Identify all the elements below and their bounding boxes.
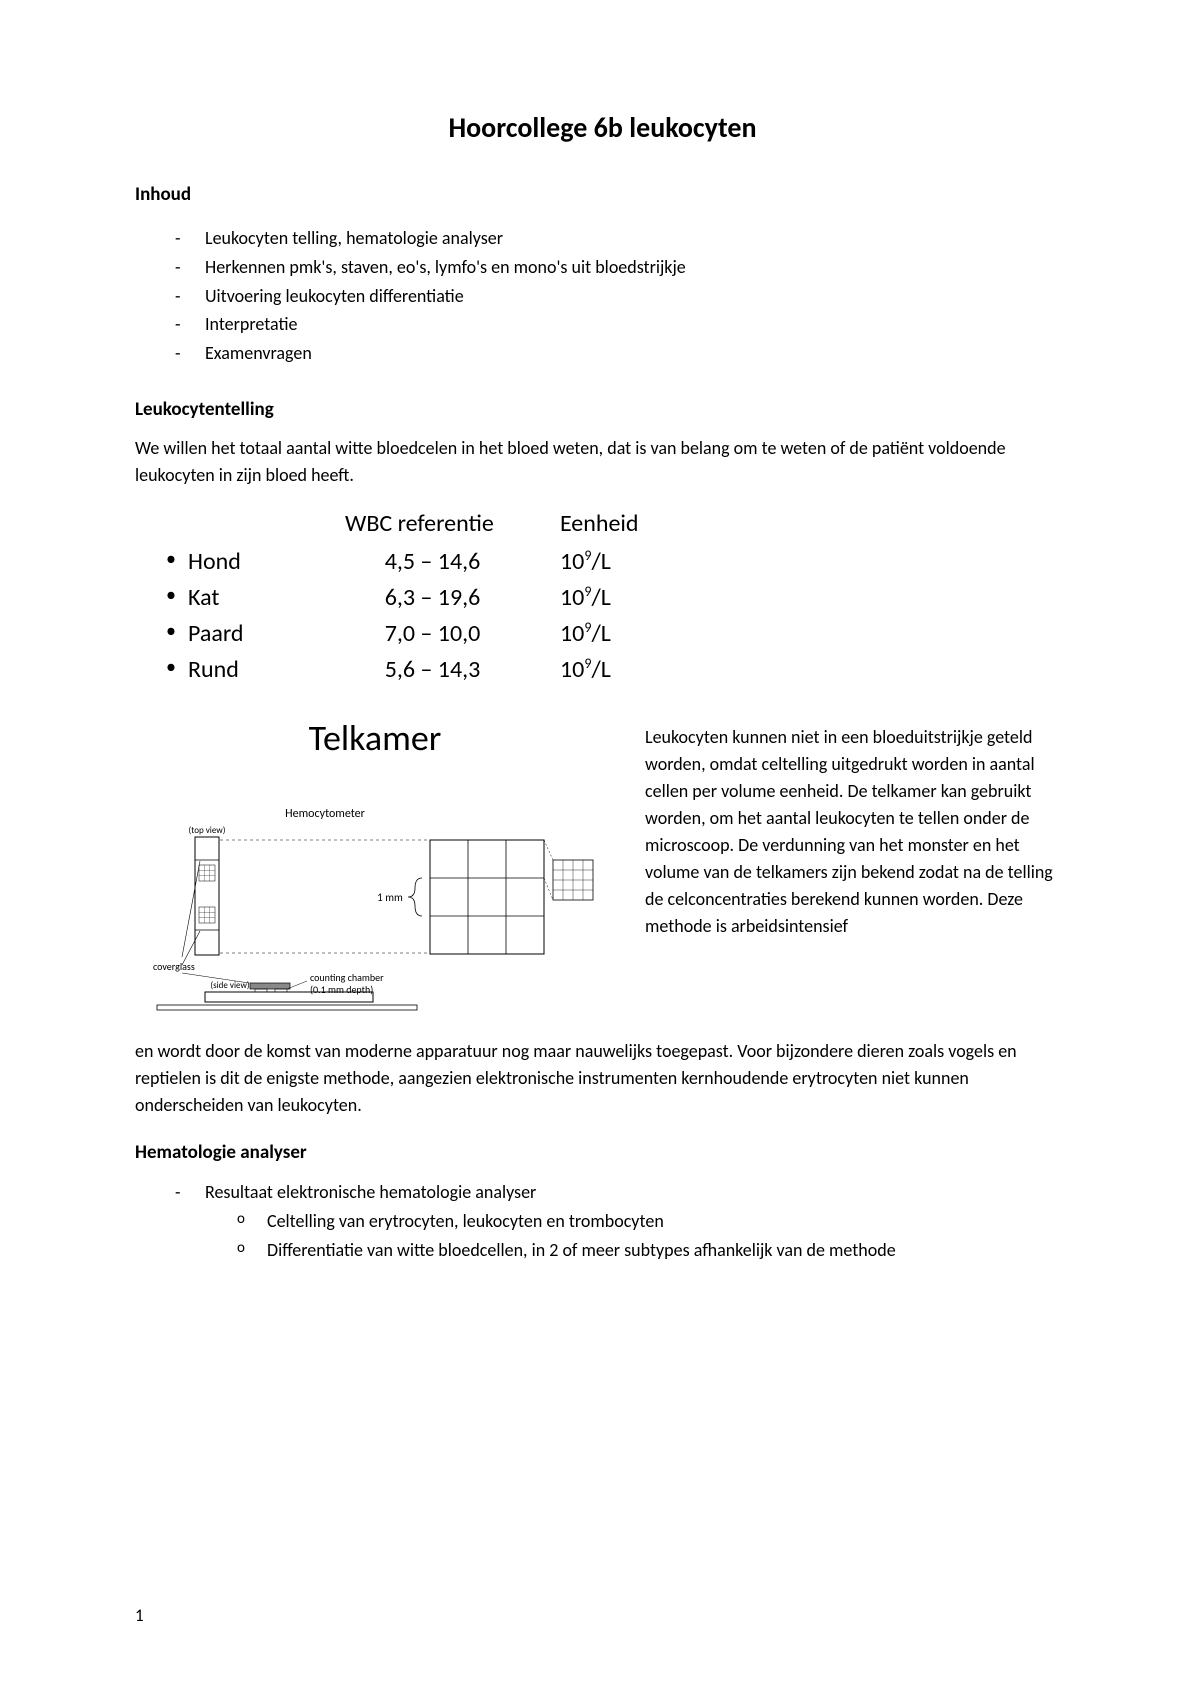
page-title: Hoorcollege 6b leukocyten [135, 110, 1070, 145]
telkamer-section: Telkamer Hemocytometer (top view) [135, 716, 1070, 1030]
telkamer-side-text: Leukocyten kunnen niet in een bloeduitst… [645, 716, 1070, 1030]
wbc-reference-table: WBC referentie Eenheid Hond 4,5 – 14,6 1… [160, 509, 1070, 688]
telkamer-title: Telkamer [135, 716, 615, 760]
svg-text:(side view): (side view) [210, 980, 250, 991]
cell-reference: 4,5 – 14,6 [345, 544, 560, 580]
page-number: 1 [135, 1605, 144, 1626]
inhoud-list: Leukocyten telling, hematologie analyser… [135, 224, 1070, 368]
cell-species: Hond [160, 544, 345, 580]
cell-unit: 109/L [560, 544, 710, 580]
svg-text:Hemocytometer: Hemocytometer [285, 807, 365, 821]
list-subitem: Differentiatie van witte bloedcellen, in… [247, 1236, 1070, 1265]
hemocytometer-diagram: Hemocytometer (top view) [135, 805, 600, 1025]
list-item: Herkennen pmk's, staven, eo's, lymfo's e… [185, 253, 1070, 282]
table-row: Kat 6,3 – 19,6 109/L [160, 580, 1070, 616]
table-row: Hond 4,5 – 14,6 109/L [160, 544, 1070, 580]
table-row: Paard 7,0 – 10,0 109/L [160, 616, 1070, 652]
list-item: Examenvragen [185, 339, 1070, 368]
cell-species: Kat [160, 580, 345, 616]
cell-reference: 6,3 – 19,6 [345, 580, 560, 616]
list-item: Leukocyten telling, hematologie analyser [185, 224, 1070, 253]
cell-species: Paard [160, 616, 345, 652]
cell-reference: 5,6 – 14,3 [345, 652, 560, 688]
heading-inhoud: Inhoud [135, 183, 1070, 206]
telkamer-continuation: en wordt door de komst van moderne appar… [135, 1038, 1070, 1119]
table-header: WBC referentie Eenheid [160, 509, 1070, 538]
svg-text:(top view): (top view) [189, 825, 226, 836]
heading-hematologie: Hematologie analyser [135, 1141, 1070, 1164]
paragraph-leukocytentelling: We willen het totaal aantal witte bloedc… [135, 435, 1070, 489]
svg-text:(0.1 mm depth): (0.1 mm depth) [310, 983, 373, 996]
table-row: Rund 5,6 – 14,3 109/L [160, 652, 1070, 688]
cell-species: Rund [160, 652, 345, 688]
cell-unit: 109/L [560, 652, 710, 688]
heading-leukocytentelling: Leukocytentelling [135, 398, 1070, 421]
svg-text:coverglass: coverglass [153, 960, 195, 973]
header-reference: WBC referentie [345, 509, 560, 538]
list-item: Interpretatie [185, 310, 1070, 339]
cell-unit: 109/L [560, 580, 710, 616]
svg-text:1 mm: 1 mm [377, 891, 403, 904]
cell-reference: 7,0 – 10,0 [345, 616, 560, 652]
hematologie-list: Resultaat elektronische hematologie anal… [135, 1178, 1070, 1264]
list-item: Uitvoering leukocyten differentiatie [185, 282, 1070, 311]
header-unit: Eenheid [560, 509, 710, 538]
cell-unit: 109/L [560, 616, 710, 652]
list-item: Resultaat elektronische hematologie anal… [185, 1178, 1070, 1264]
list-subitem: Celtelling van erytrocyten, leukocyten e… [247, 1207, 1070, 1236]
